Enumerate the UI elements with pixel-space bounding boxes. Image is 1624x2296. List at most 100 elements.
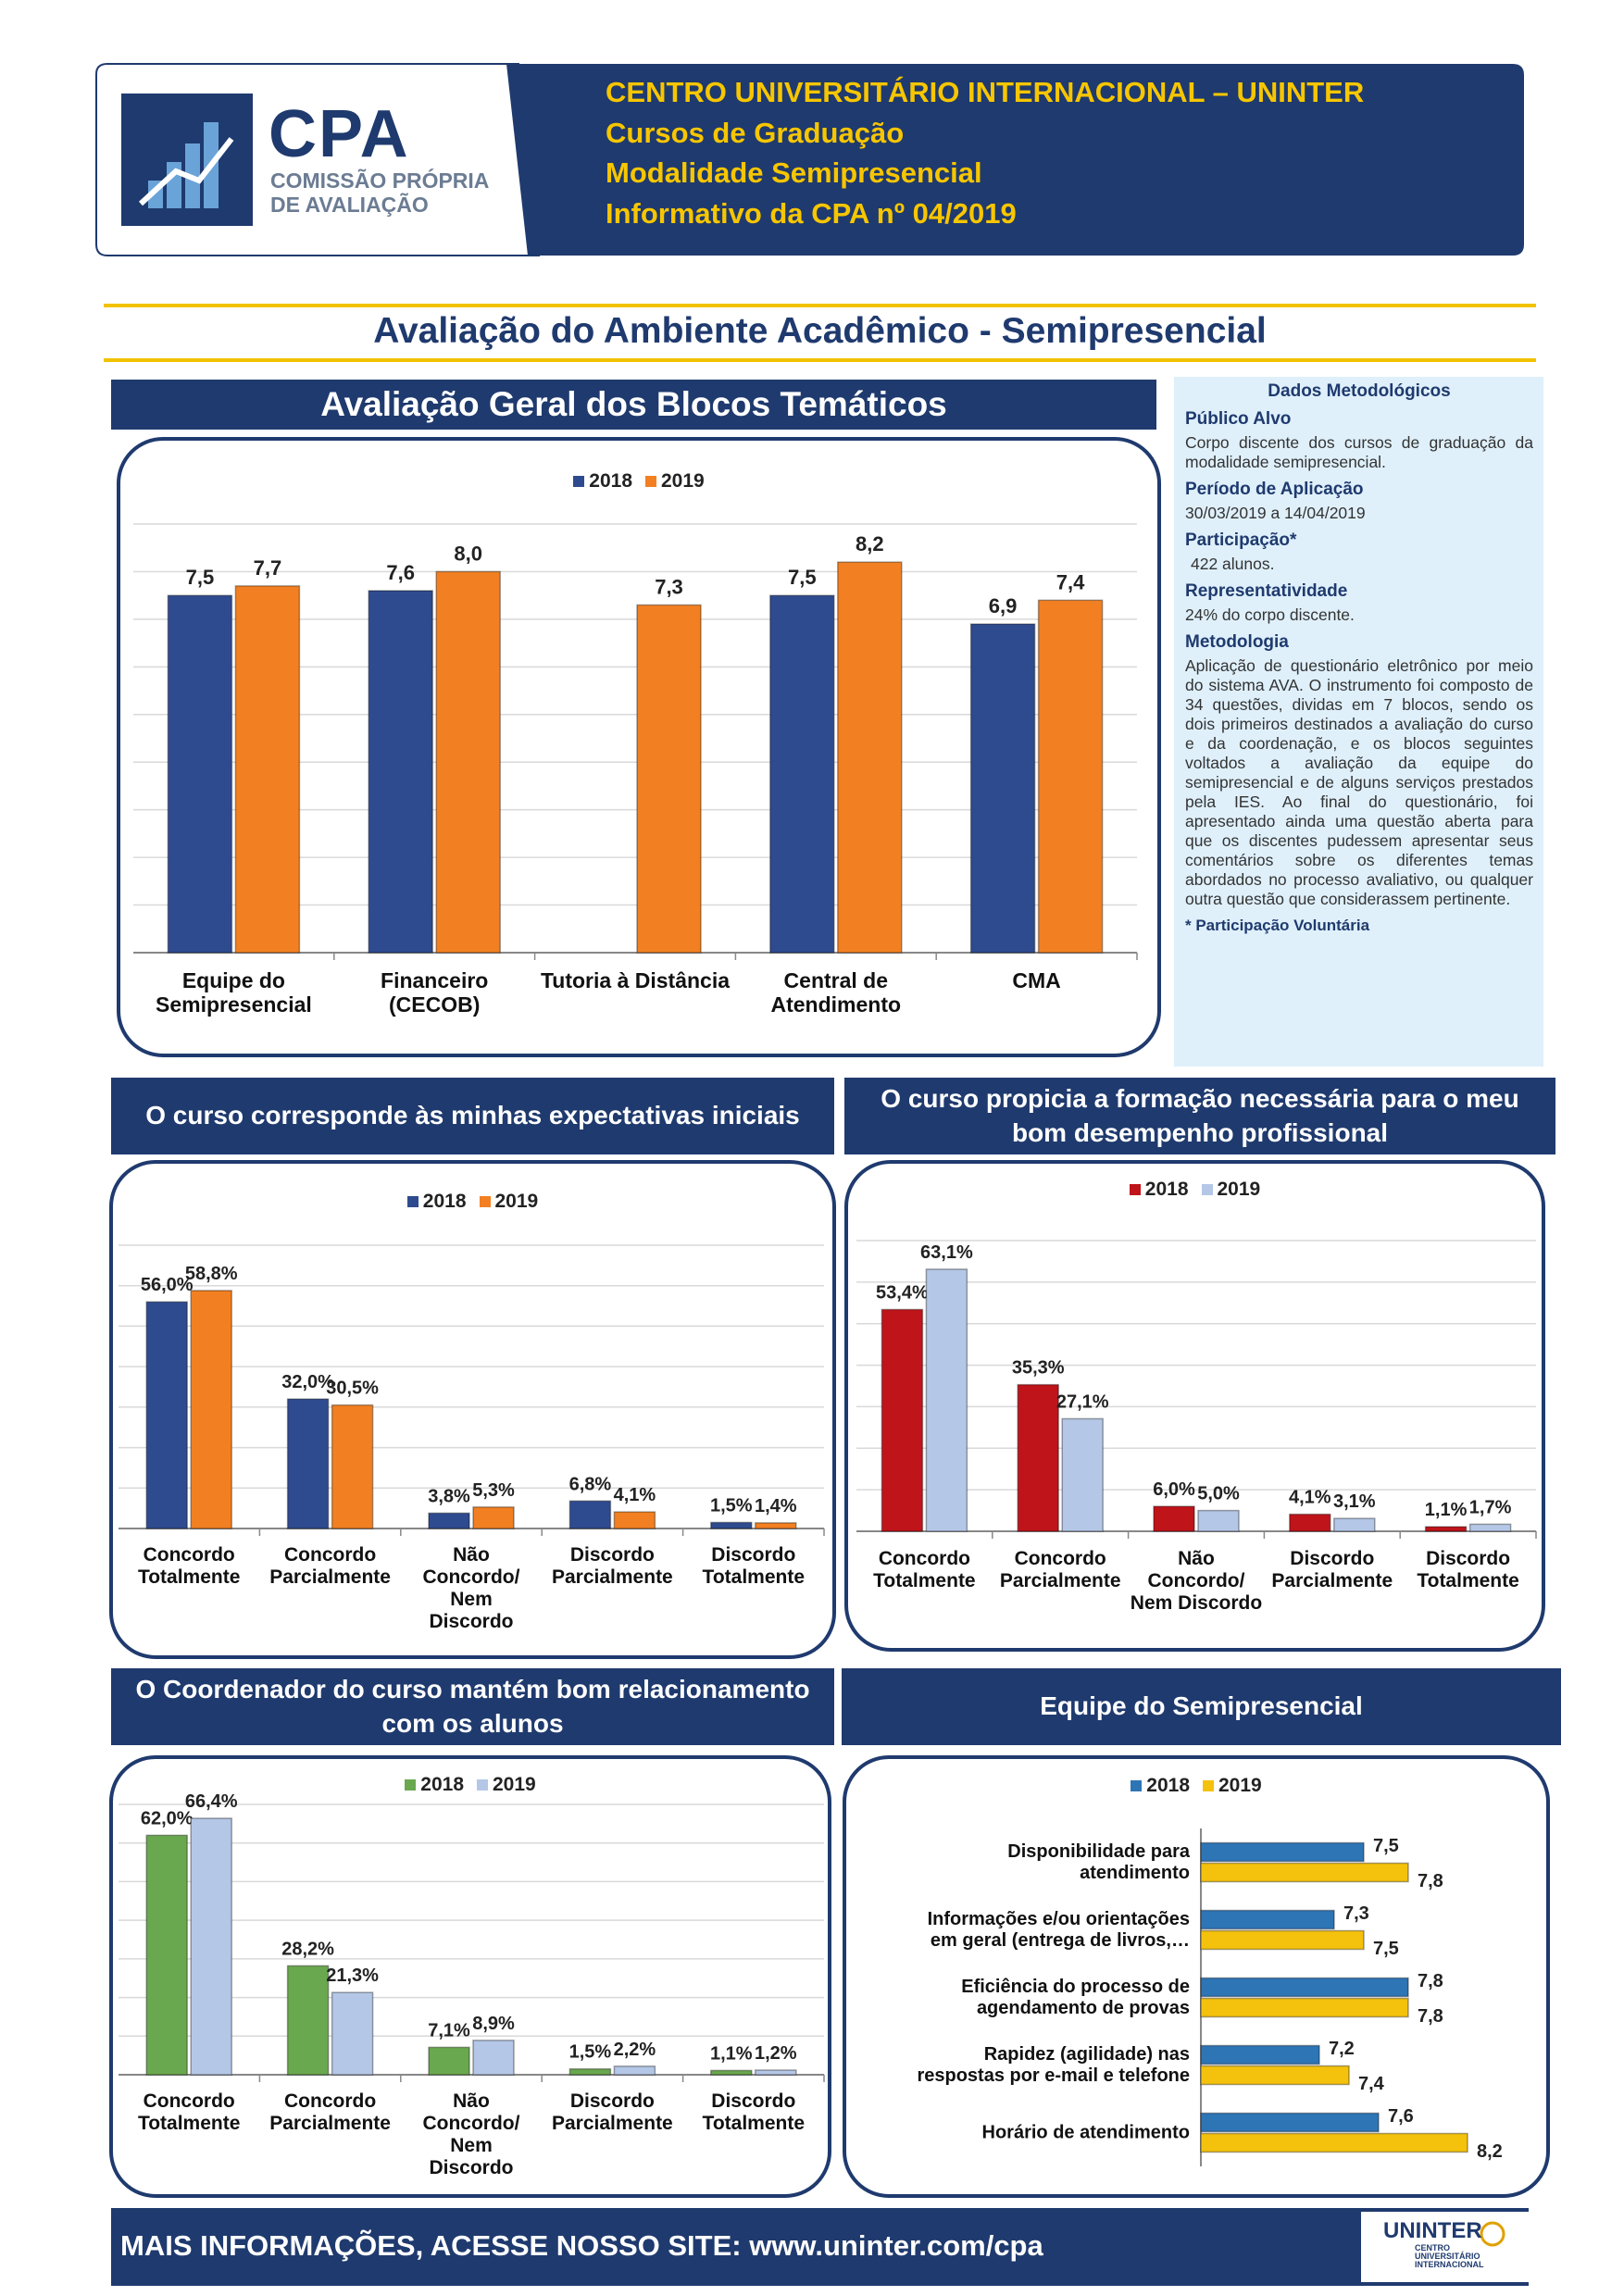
bar — [1197, 1509, 1240, 1532]
legend-swatch — [1201, 1184, 1213, 1195]
sidebar-text: 24% do corpo discente. — [1185, 605, 1355, 624]
bar — [1200, 1909, 1335, 1930]
bar — [472, 1506, 515, 1529]
value-label: 1,5% — [569, 2042, 612, 2063]
x-tick-label: Concordo Parcialmente — [999, 1548, 1121, 1592]
value-label: 6,8% — [569, 1474, 612, 1494]
y-tick-label: Informações e/ou orientações em geral (e… — [927, 1908, 1190, 1951]
bar — [568, 1500, 612, 1529]
y-tick-label: Horário de atendimento — [981, 2122, 1190, 2142]
value-label: 7,1% — [428, 2020, 470, 2040]
value-label: 7,4 — [1358, 2074, 1385, 2094]
bar — [710, 2069, 753, 2076]
legend-label: 2018 — [420, 1774, 464, 1795]
header-line: Cursos de Graduação — [606, 117, 905, 149]
sidebar-heading: Representatividade — [1185, 581, 1348, 601]
y-tick-label: Rapidez (agilidade) nas respostas por e-… — [917, 2043, 1190, 2086]
value-label: 4,1% — [614, 1485, 656, 1505]
chart-title: Equipe do Semipresencial — [842, 1668, 1561, 1745]
bar — [710, 1521, 753, 1529]
value-label: 3,1% — [1333, 1491, 1376, 1512]
x-tick-label: Discordo Totalmente — [702, 1544, 806, 1589]
legend-swatch — [406, 1196, 418, 1207]
x-tick-label: Concordo Parcialmente — [269, 2090, 391, 2135]
chart-title: Avaliação Geral dos Blocos Temáticos — [111, 380, 1156, 430]
value-label: 27,1% — [1056, 1391, 1109, 1412]
legend-item: 2019 — [645, 470, 705, 493]
value-label: 7,8 — [1418, 1871, 1443, 1891]
bar — [1200, 2044, 1320, 2065]
value-label: 7,6 — [1388, 2106, 1414, 2127]
bar — [331, 1991, 374, 2076]
x-tick-label: Não Concordo/ Nem Discordo — [422, 1544, 520, 1633]
chart-title: O Coordenador do curso mantém bom relaci… — [111, 1668, 834, 1745]
value-label: 7,5 — [1373, 1836, 1399, 1856]
bar — [925, 1268, 968, 1532]
x-tick-label: Não Concordo/ Nem Discordo — [1130, 1548, 1263, 1615]
value-label: 7,6 — [386, 561, 415, 584]
value-label: 53,4% — [876, 1282, 929, 1303]
bar — [1289, 1513, 1331, 1532]
bar — [1200, 1862, 1409, 1883]
bar — [1200, 1841, 1365, 1863]
bar — [755, 1522, 797, 1529]
bar — [472, 2040, 515, 2076]
bar — [881, 1308, 924, 1532]
sidebar-heading: Período de Aplicação — [1185, 480, 1364, 499]
legend: 2018 2019 — [111, 1774, 830, 1796]
legend: 2018 2019 — [111, 1191, 834, 1213]
bar — [234, 585, 301, 954]
x-tick-label: Discordo Parcialmente — [1271, 1548, 1393, 1592]
x-tick-label: Concordo Totalmente — [137, 2090, 241, 2135]
legend-swatch — [573, 476, 585, 487]
value-label: 7,5 — [1373, 1939, 1399, 1959]
bar — [167, 594, 233, 954]
sidebar: Dados Metodológicos Público Alvo Corpo d… — [1185, 381, 1533, 935]
legend-item: 2018 — [573, 470, 632, 493]
legend-label: 2019 — [661, 470, 705, 492]
legend-swatch — [479, 1196, 491, 1207]
x-tick-label: Discordo Parcialmente — [552, 1544, 673, 1589]
page-title: Avaliação do Ambiente Acadêmico - Semipr… — [373, 311, 1267, 351]
legend-label: 2019 — [1218, 1775, 1262, 1796]
value-label: 3,8% — [428, 1486, 470, 1506]
legend: 2018 2019 — [119, 470, 1159, 493]
header-line: Modalidade Semipresencial — [606, 156, 982, 189]
bar — [1200, 2065, 1350, 2086]
sidebar-text: Corpo discente dos cursos de graduação d… — [1185, 433, 1533, 471]
sidebar-text: 30/03/2019 a 14/04/2019 — [1185, 504, 1366, 522]
value-label: 8,9% — [472, 2014, 515, 2034]
value-label: 1,7% — [1469, 1497, 1512, 1517]
value-label: 4,1% — [1289, 1488, 1331, 1508]
bar — [286, 1398, 330, 1529]
value-label: 1,1% — [710, 2043, 753, 2064]
value-label: 6,9 — [989, 594, 1018, 618]
x-tick-label: Central de Atendimento — [770, 968, 902, 1017]
y-tick-label: Eficiência do processo de agendamento de… — [961, 1976, 1190, 2018]
value-label: 7,7 — [254, 556, 282, 580]
value-label: 1,5% — [710, 1495, 753, 1516]
bar — [1153, 1505, 1195, 1532]
header-line: CENTRO UNIVERSITÁRIO INTERNACIONAL – UNI… — [606, 76, 1365, 108]
value-label: 1,4% — [755, 1496, 797, 1516]
legend-label: 2019 — [1217, 1179, 1261, 1200]
value-label: 7,2 — [1329, 2039, 1355, 2059]
sidebar-note: * Participação Voluntária — [1185, 917, 1370, 934]
bar — [613, 1511, 656, 1529]
legend-item: 2019 — [1203, 1775, 1262, 1797]
bar — [428, 2046, 470, 2076]
value-label: 63,1% — [920, 1242, 973, 1263]
legend-swatch — [405, 1779, 417, 1791]
value-label: 7,3 — [655, 575, 683, 598]
x-tick-label: Não Concordo/ Nem Discordo — [422, 2090, 520, 2179]
x-tick-label: Concordo Parcialmente — [269, 1544, 391, 1589]
bar — [1200, 2132, 1468, 2153]
header-line: Informativo da CPA nº 04/2019 — [606, 197, 1017, 230]
bar — [636, 604, 702, 954]
bar — [1061, 1417, 1104, 1532]
chart-title: O curso corresponde às minhas expectativ… — [111, 1078, 834, 1154]
value-label: 32,0% — [281, 1372, 334, 1392]
value-label: 35,3% — [1012, 1358, 1065, 1379]
legend-swatch — [1203, 1780, 1214, 1791]
value-label: 1,1% — [1425, 1500, 1468, 1520]
